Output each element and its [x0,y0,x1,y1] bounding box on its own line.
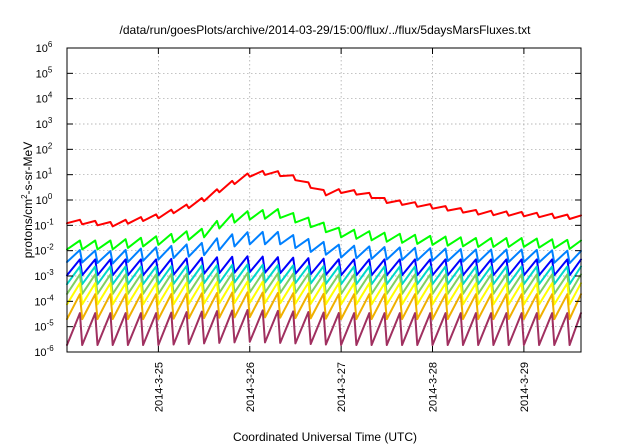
x-axis-label: Coordinated Universal Time (UTC) [233,430,417,444]
y-tick-base: 10 [36,144,48,156]
y-tick-label: 100 [36,192,53,207]
y-axis-label: protons/cm2-s-sr-MeV [20,142,35,258]
y-tick-exponent: -1 [47,217,55,226]
y-tick-label: 103 [36,116,53,131]
y-tick-base: 10 [34,322,46,334]
series-line-2 [66,230,582,265]
data-series [66,169,582,346]
y-tick-base: 10 [34,347,46,359]
y-tick-base: 10 [34,246,46,258]
y-tick-exponent: 4 [48,91,53,100]
y-tick-base: 10 [34,296,46,308]
y-tick-base: 10 [36,170,48,182]
y-tick-label: 10-1 [34,217,54,232]
y-tick-base: 10 [34,271,46,283]
y-axis-label-sup: 2 [20,194,29,199]
y-tick-label: 104 [36,91,53,106]
x-tick-label: 2014-3-27 [336,362,348,412]
y-tick-label: 10-5 [34,319,54,334]
y-tick-label: 10-2 [34,243,54,258]
y-axis-label-rest: -s-sr-MeV [21,142,35,195]
chart-title: /data/run/goesPlots/archive/2014-03-29/1… [120,23,532,37]
series-line-0 [66,169,582,228]
series-line-3 [66,255,582,277]
y-tick-exponent: 1 [48,167,53,176]
y-tick-base: 10 [36,68,48,80]
y-tick-base: 10 [36,43,48,55]
y-tick-exponent: 6 [48,40,53,49]
y-tick-exponent: 0 [48,192,53,201]
series-line-8 [66,309,582,346]
series-line-1 [66,208,582,251]
y-tick-label: 105 [36,65,53,80]
y-tick-base: 10 [34,220,46,232]
y-tick-exponent: 2 [48,141,53,150]
y-tick-exponent: 3 [48,116,53,125]
series-line-4 [66,263,582,286]
series-line-5 [66,271,582,295]
y-axis-label-main: protons/cm [21,199,35,258]
y-tick-exponent: -4 [47,293,55,302]
series-line-7 [66,291,582,321]
y-tick-label: 106 [36,40,53,55]
y-tick-label: 10-4 [34,293,54,308]
y-axis-ticks: 10610510410310210110010-110-210-310-410-… [34,40,581,359]
x-tick-label: 2014-3-28 [428,362,440,412]
x-tick-label: 2014-3-25 [153,362,165,412]
y-tick-exponent: -2 [47,243,55,252]
y-tick-base: 10 [36,94,48,106]
y-tick-exponent: 5 [48,65,53,74]
series-line-6 [66,280,582,306]
x-axis-ticks: 2014-3-25 2014-3-26 2014-3-27 2014-3-28 2014… [153,48,531,412]
y-tick-base: 10 [36,119,48,131]
x-tick-label: 2014-3-29 [519,362,531,412]
y-tick-exponent: -6 [47,344,55,353]
y-tick-exponent: -3 [47,268,55,277]
y-tick-label: 10-6 [34,344,54,359]
y-tick-base: 10 [36,195,48,207]
y-tick-label: 102 [36,141,53,156]
y-tick-label: 101 [36,167,53,182]
x-tick-label: 2014-3-26 [245,362,257,412]
y-tick-exponent: -5 [47,319,55,328]
y-tick-label: 10-3 [34,268,54,283]
